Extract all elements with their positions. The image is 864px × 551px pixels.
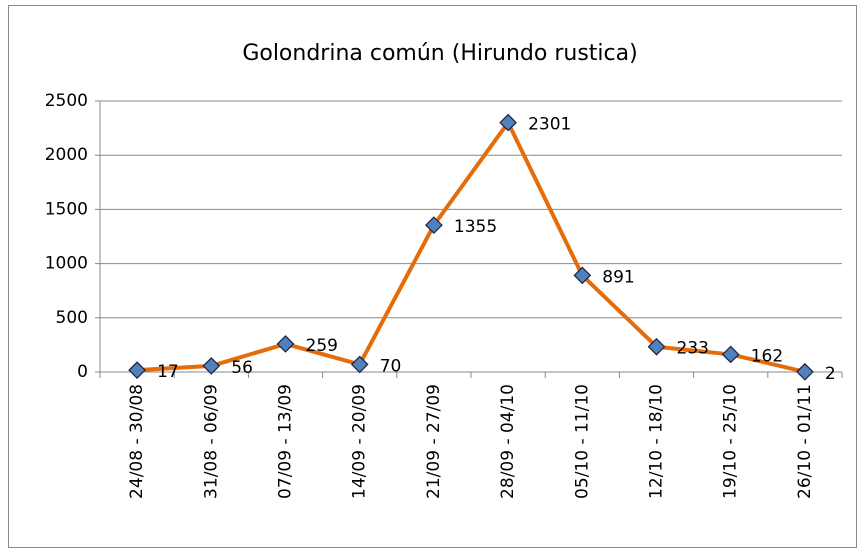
x-tick-label: 31/08 - 06/09 [201,384,221,499]
y-tick-label: 0 [77,362,88,382]
data-label: 891 [602,267,634,287]
x-tick-label: 24/08 - 30/08 [127,384,147,499]
data-label: 70 [380,356,402,376]
data-label: 162 [751,346,783,366]
marker [128,361,146,380]
y-tick-label: 500 [56,308,88,328]
x-tick-label: 26/10 - 01/11 [795,384,815,499]
data-label: 1355 [454,217,497,237]
line [136,120,806,374]
marker [573,266,592,285]
chart-title: Golondrina común (Hirundo rustica) [242,41,637,66]
data-label: 56 [231,358,253,378]
x-tick-label: 14/09 - 20/09 [350,384,370,499]
marker [276,335,295,353]
y-tick-label: 1000 [45,254,88,274]
x-tick-label: 07/09 - 13/09 [276,384,296,499]
data-label: 17 [157,362,179,382]
marker [350,355,369,374]
chart-border [8,5,857,548]
x-tick-label: 28/09 - 04/10 [498,384,518,499]
data-label: 233 [677,339,709,359]
x-tick-label: 12/10 - 18/10 [647,384,667,499]
x-tick-label: 19/10 - 25/10 [721,384,741,499]
marker [796,362,814,381]
y-tick-label: 2500 [45,91,88,111]
x-tick-label: 21/09 - 27/09 [424,384,444,499]
data-label: 2301 [528,115,571,135]
marker [647,337,666,356]
marker [499,113,517,132]
data-label: 259 [306,336,338,356]
marker [202,357,221,375]
data-label: 2 [825,364,836,384]
x-tick-label: 05/10 - 11/10 [572,384,592,499]
marker [721,345,740,364]
y-tick-label: 2000 [45,145,88,165]
marker [425,216,443,234]
y-tick-label: 1500 [45,199,88,219]
